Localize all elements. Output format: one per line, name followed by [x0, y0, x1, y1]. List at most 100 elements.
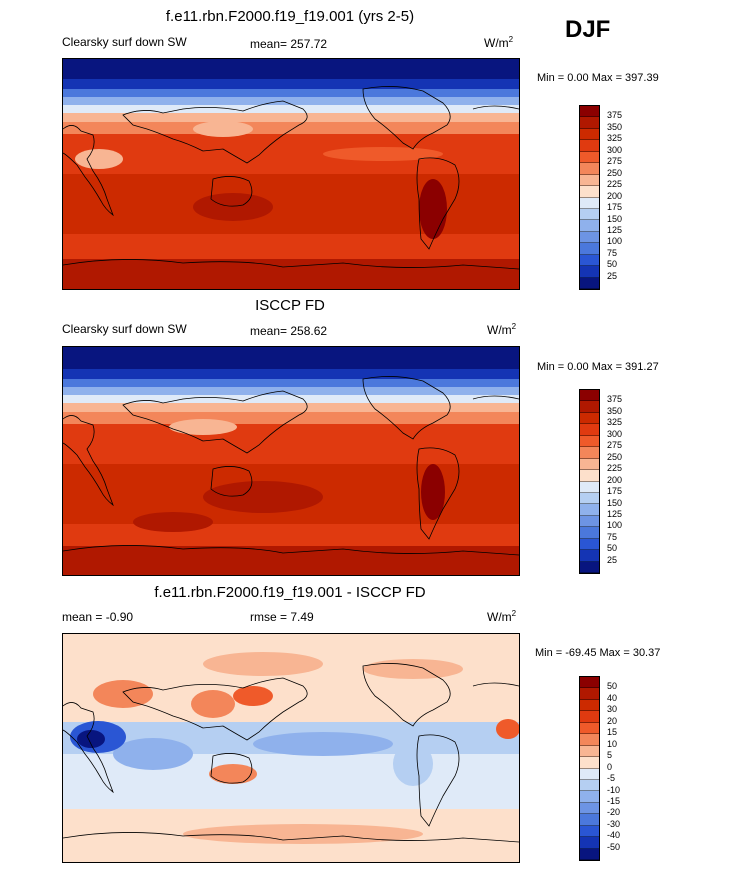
- colorbar-swatch: [580, 481, 599, 493]
- panel1-title: f.e11.rbn.F2000.f19_f19.001 (yrs 2-5): [165, 8, 415, 25]
- colorbar-swatch: [580, 277, 599, 289]
- colorbar-swatch: [580, 447, 599, 459]
- colorbar-swatch: [580, 802, 599, 815]
- colorbar-swatch: [580, 779, 599, 792]
- colorbar-swatch: [580, 458, 599, 471]
- colorbar-tick-label: -30: [607, 818, 621, 829]
- colorbar-tick-label: 150: [607, 213, 623, 224]
- colorbar-swatch: [580, 140, 599, 152]
- colorbar-swatch: [580, 837, 599, 849]
- panel2-title: ISCCP FD: [255, 297, 325, 314]
- colorbar-swatch: [580, 435, 599, 448]
- colorbar-swatch: [580, 401, 599, 413]
- colorbar-swatch: [580, 470, 599, 482]
- panel1-colorbar: 375 350 325 300 275 250 225 200 175 150 125 100 75 50…: [579, 105, 639, 290]
- panel1-units: W/m2: [484, 35, 514, 50]
- colorbar-tick-label: 50: [607, 259, 618, 270]
- panel2-field-label: Clearsky surf down SW: [62, 322, 187, 336]
- colorbar-swatch: [580, 117, 599, 129]
- colorbar-swatch: [580, 208, 599, 221]
- panel3-colorbar-swatches: [579, 676, 600, 861]
- colorbar-tick-label: 225: [607, 463, 623, 474]
- colorbar-tick-label: 100: [607, 236, 623, 247]
- colorbar-tick-label: 375: [607, 110, 623, 121]
- season-label: DJF: [565, 16, 611, 43]
- colorbar-tick-label: 15: [607, 727, 618, 738]
- colorbar-swatch: [580, 757, 599, 769]
- colorbar-tick-label: 40: [607, 692, 618, 703]
- panel2-map: [62, 346, 520, 576]
- colorbar-swatch: [580, 848, 599, 860]
- panel3-map: [62, 633, 520, 863]
- colorbar-swatch: [580, 243, 599, 255]
- colorbar-tick-label: 25: [607, 554, 618, 565]
- panel3-minmax: Min = -69.45 Max = 30.37: [535, 647, 661, 659]
- colorbar-swatch: [580, 711, 599, 723]
- colorbar-tick-label: 275: [607, 440, 623, 451]
- colorbar-swatch: [580, 561, 599, 573]
- colorbar-swatch: [580, 266, 599, 278]
- colorbar-swatch: [580, 791, 599, 803]
- panel3-title: f.e11.rbn.F2000.f19_f19.001 - ISCCP FD: [154, 584, 426, 601]
- colorbar-swatch: [580, 768, 599, 780]
- panel2-mean: mean= 258.62: [250, 324, 328, 338]
- colorbar-tick-label: 375: [607, 394, 623, 405]
- colorbar-tick-label: 325: [607, 133, 623, 144]
- colorbar-swatch: [580, 106, 599, 118]
- colorbar-swatch: [580, 550, 599, 562]
- colorbar-swatch: [580, 128, 599, 141]
- colorbar-tick-label: 150: [607, 497, 623, 508]
- panel2-units: W/m2: [487, 322, 517, 337]
- panel1-minmax: Min = 0.00 Max = 397.39: [537, 72, 659, 84]
- colorbar-tick-label: 75: [607, 247, 618, 258]
- colorbar-tick-label: 125: [607, 224, 623, 235]
- panel1-coastlines: [63, 86, 519, 270]
- colorbar-swatch: [580, 515, 599, 528]
- panel1-mean: mean= 257.72: [250, 37, 328, 51]
- colorbar-swatch: [580, 722, 599, 735]
- colorbar-swatch: [580, 688, 599, 700]
- panel3-fields: [63, 634, 519, 862]
- colorbar-swatch: [580, 186, 599, 198]
- panel3-coastlines: [63, 663, 519, 843]
- colorbar-tick-label: 5: [607, 750, 613, 761]
- colorbar-swatch: [580, 231, 599, 244]
- colorbar-swatch: [580, 151, 599, 164]
- colorbar-tick-label: 350: [607, 121, 623, 132]
- colorbar-tick-label: -5: [607, 773, 616, 784]
- colorbar-swatch: [580, 734, 599, 746]
- colorbar-swatch: [580, 538, 599, 551]
- colorbar-tick-label: 50: [607, 681, 618, 692]
- colorbar-swatch: [580, 492, 599, 505]
- colorbar-tick-label: 30: [607, 704, 618, 715]
- panel1-bands: [63, 59, 519, 289]
- colorbar-tick-label: 275: [607, 156, 623, 167]
- panel2-colorbar-swatches: [579, 389, 600, 574]
- colorbar-tick-label: -40: [607, 830, 621, 841]
- colorbar-swatch: [580, 220, 599, 232]
- colorbar-tick-label: -20: [607, 807, 621, 818]
- colorbar-swatch: [580, 174, 599, 187]
- colorbar-tick-label: -50: [607, 841, 621, 852]
- colorbar-tick-label: 100: [607, 520, 623, 531]
- panel3-mean: mean = -0.90: [62, 610, 134, 624]
- colorbar-tick-label: 175: [607, 486, 623, 497]
- colorbar-swatch: [580, 197, 599, 209]
- colorbar-tick-label: 125: [607, 508, 623, 519]
- colorbar-tick-label: 225: [607, 179, 623, 190]
- colorbar-tick-label: 75: [607, 531, 618, 542]
- colorbar-tick-label: 250: [607, 167, 623, 178]
- colorbar-tick-label: 25: [607, 270, 618, 281]
- colorbar-swatch: [580, 527, 599, 539]
- panel1-field-label: Clearsky surf down SW: [62, 35, 187, 49]
- colorbar-tick-label: -10: [607, 784, 621, 795]
- colorbar-tick-label: 300: [607, 144, 623, 155]
- colorbar-tick-label: 300: [607, 428, 623, 439]
- colorbar-swatch: [580, 163, 599, 175]
- colorbar-swatch: [580, 814, 599, 826]
- colorbar-tick-label: 0: [607, 761, 613, 772]
- colorbar-tick-label: 200: [607, 190, 623, 201]
- panel2-bands: [63, 347, 519, 575]
- colorbar-tick-label: 50: [607, 543, 618, 554]
- colorbar-swatch: [580, 677, 599, 689]
